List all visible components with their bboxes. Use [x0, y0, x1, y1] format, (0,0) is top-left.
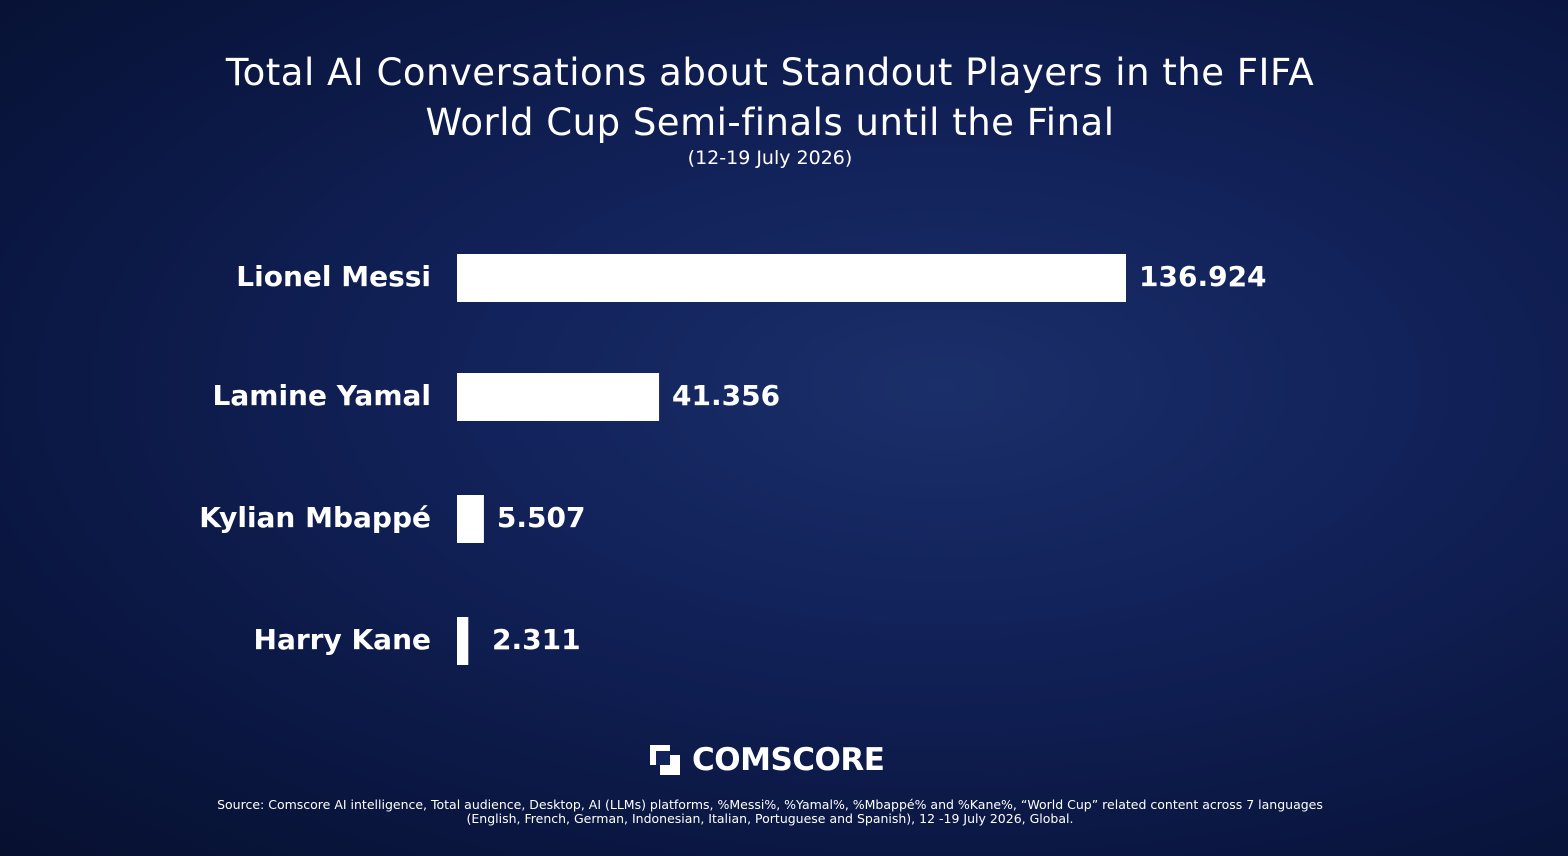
value-label: 5.507 [497, 501, 586, 534]
bar [457, 495, 484, 543]
chart-title: Total AI Conversations about Standout Pl… [225, 51, 1315, 144]
value-label: 2.311 [492, 623, 581, 656]
value-label: 136.924 [1139, 260, 1267, 293]
source-note: Source: Comscore AI intelligence, Total … [217, 797, 1323, 826]
bar [457, 254, 1126, 302]
category-label: Kylian Mbappé [199, 501, 431, 534]
value-label: 41.356 [672, 379, 780, 412]
logo-icon [650, 745, 680, 775]
category-label: Lionel Messi [236, 260, 431, 293]
bar [457, 617, 469, 665]
chart-subtitle: (12-19 July 2026) [687, 147, 853, 169]
category-label: Harry Kane [254, 623, 431, 656]
chart: Lionel Messi 136.924 Lamine Yamal 41.356 Kyl… [0, 0, 1568, 740]
logo: COMSCORE [650, 742, 885, 778]
bar [457, 373, 660, 421]
logo-text: COMSCORE [692, 742, 885, 778]
category-label: Lamine Yamal [213, 379, 431, 412]
